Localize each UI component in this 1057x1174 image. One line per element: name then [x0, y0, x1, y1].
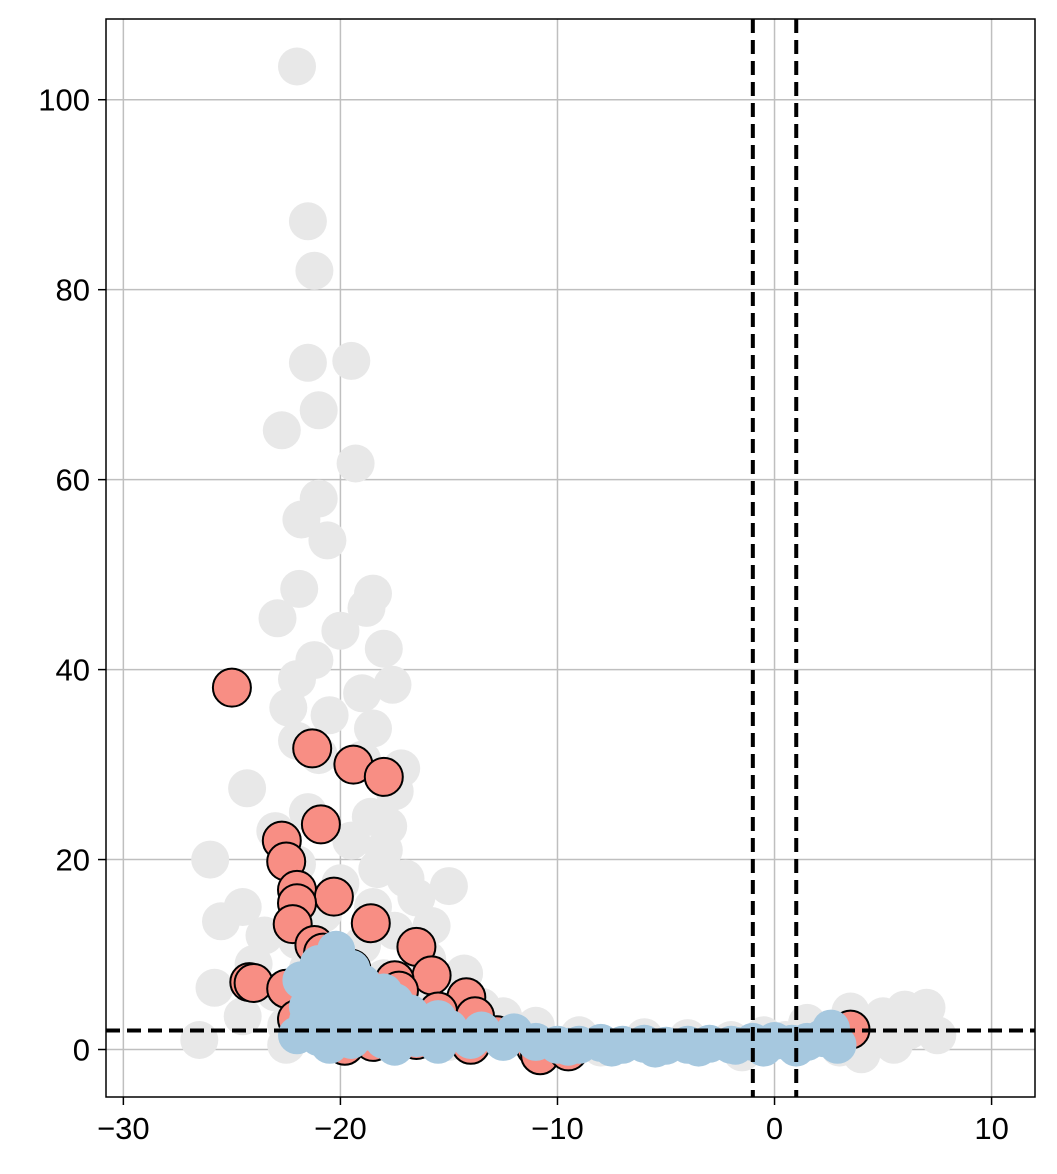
blue-points-point	[636, 1029, 675, 1068]
y-tick-label: 60	[56, 463, 90, 498]
background-points-point	[874, 1025, 913, 1064]
blue-points-point	[451, 1021, 490, 1059]
background-points-point	[397, 878, 436, 917]
background-points-point	[364, 629, 403, 668]
blue-points-point	[777, 1028, 816, 1067]
background-points-point	[258, 599, 297, 638]
background-points-point	[262, 411, 301, 450]
blue-points-point	[592, 1028, 631, 1067]
background-points-point	[278, 660, 316, 699]
background-points-point	[343, 674, 382, 713]
background-points-point	[202, 902, 240, 941]
x-tick-label: 10	[974, 1111, 1008, 1146]
blue-points-point	[364, 1000, 403, 1039]
background-points-point	[223, 997, 262, 1036]
background-points-point	[269, 688, 308, 727]
highlight-points-point	[300, 804, 341, 845]
background-points-point	[332, 341, 371, 380]
background-points-point	[282, 500, 321, 539]
y-tick-label: 40	[56, 653, 90, 688]
background-points-point	[321, 611, 360, 650]
blue-points-point	[549, 1027, 588, 1066]
plot-frame	[105, 18, 1036, 1098]
background-points-point	[347, 588, 386, 627]
y-tick-label: 100	[38, 83, 90, 118]
highlight-points-point	[233, 963, 274, 1003]
x-tick-label: −10	[531, 1111, 584, 1146]
background-points-point	[195, 968, 234, 1007]
background-points-point	[336, 444, 375, 483]
highlight-points-point	[313, 876, 354, 917]
background-points-point	[308, 521, 347, 560]
background-points-point	[310, 696, 349, 735]
highlight-points-point	[211, 667, 252, 708]
background-points-point	[373, 665, 412, 704]
background-points-point	[288, 202, 327, 241]
background-points-point	[299, 391, 338, 430]
background-points-point	[918, 1016, 957, 1055]
blue-points-point	[818, 1025, 857, 1064]
background-points-point	[295, 251, 334, 290]
x-tick-label: −30	[97, 1111, 150, 1146]
background-points-point	[278, 47, 316, 86]
y-tick-label: 0	[73, 1033, 90, 1068]
background-points-point	[332, 821, 371, 860]
blue-points-point	[679, 1028, 718, 1067]
background-points-point	[180, 1021, 219, 1059]
blue-points-point	[716, 1026, 755, 1065]
highlight-points-point	[363, 756, 404, 797]
highlight-points-point	[350, 903, 391, 944]
background-points-point	[228, 769, 267, 808]
y-tick-label: 20	[56, 843, 90, 878]
background-points-point	[354, 709, 392, 748]
background-points-point	[191, 840, 230, 879]
y-tick-label: 80	[56, 273, 90, 308]
background-points-point	[280, 569, 319, 608]
x-tick-label: −20	[314, 1111, 367, 1146]
x-tick-label: 0	[766, 1111, 783, 1146]
background-points-point	[429, 867, 468, 906]
threshold-lines	[106, 19, 1035, 1097]
blue-points-point	[306, 1003, 345, 1042]
grid-lines	[106, 19, 1035, 1097]
background-points-point	[288, 343, 327, 382]
highlight-points-point	[292, 728, 333, 769]
